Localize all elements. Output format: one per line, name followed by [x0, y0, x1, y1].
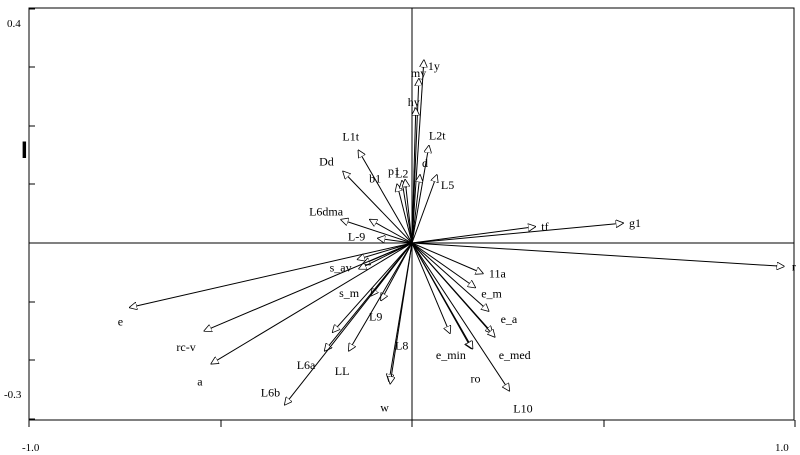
axis-marker: I — [21, 137, 28, 164]
arrow-e_m — [411, 242, 475, 288]
arrow-label: a — [197, 375, 203, 389]
arrow-hy — [411, 108, 416, 244]
arrow-label: L5 — [441, 178, 454, 192]
arrow-label: s_m — [339, 286, 360, 300]
arrow-label: 11a — [489, 267, 507, 281]
arrow-label: w — [380, 401, 389, 415]
arrow-s_m — [359, 242, 413, 269]
x-tick-label-right: 1.0 — [775, 442, 789, 454]
arrow-label: e_a — [501, 312, 518, 326]
arrow-label: L1t — [342, 129, 359, 143]
arrow-e_min — [411, 242, 450, 333]
arrow-label: L9 — [369, 309, 382, 323]
arrow-label: e_m — [481, 287, 502, 301]
arrow-d — [411, 175, 420, 244]
x-tick-label-left: -1.0 — [22, 442, 40, 454]
arrow-L-9 — [378, 238, 413, 244]
arrow-label: L10 — [513, 402, 532, 416]
arrow-label: hy — [408, 95, 420, 109]
arrow-w — [390, 242, 413, 384]
arrow-label: L-9 — [348, 229, 365, 243]
arrow-label: r — [792, 259, 796, 273]
arrow-label: s_av — [330, 260, 352, 274]
arrow-label: tf — [541, 220, 548, 234]
arrow-s_av — [358, 242, 413, 259]
arrow-e_a — [411, 242, 489, 311]
arrow-e_med — [411, 242, 495, 337]
arrow-label: L6b — [261, 386, 280, 400]
arrow-label: rc-v — [176, 340, 195, 354]
arrow-L5 — [411, 175, 437, 244]
arrow-L6dma — [341, 220, 413, 244]
arrow-label: e_med — [499, 348, 531, 362]
arrow-label: d — [422, 156, 428, 170]
y-tick-label-top: 0.4 — [7, 18, 21, 30]
arrow-L6b — [285, 242, 413, 405]
arrow-L10 — [411, 242, 509, 391]
arrow-label: Dd — [319, 155, 334, 169]
arrow-label: my — [411, 66, 426, 80]
arrow-Dd — [343, 172, 413, 244]
arrow-label: e — [118, 315, 123, 329]
arrow-label: LL — [335, 364, 350, 378]
arrow-11a — [411, 242, 483, 274]
arrows — [130, 60, 784, 405]
arrow-label: ro — [471, 372, 481, 386]
arrow-label: L2 — [395, 167, 408, 181]
arrow-label: L6dma — [309, 205, 344, 219]
arrow-b1 — [397, 184, 413, 244]
arrow-label: L8 — [395, 338, 408, 352]
arrow-unlabeled-12 — [370, 220, 413, 244]
arrow-1y — [411, 60, 424, 244]
arrow-label: b1 — [369, 171, 381, 185]
arrow-label: e_min — [436, 348, 466, 362]
arrow-r — [411, 242, 784, 266]
arrow-g1 — [411, 223, 623, 244]
arrow-unlabeled-33 — [333, 242, 413, 332]
arrow-a — [211, 242, 413, 364]
arrow-rc-v — [204, 242, 413, 331]
arrow-label: g1 — [629, 216, 641, 230]
arrow-p1 — [402, 181, 413, 244]
arrow-e — [130, 242, 413, 308]
arrow-LL — [349, 242, 413, 351]
arrow-label: L6a — [297, 358, 316, 372]
y-tick-label-bottom: -0.3 — [4, 389, 22, 401]
arrow-L2t — [411, 146, 429, 244]
ticks — [28, 8, 796, 427]
arrow-label: p1 — [388, 164, 400, 178]
arrow-L2 — [405, 180, 413, 244]
arrow-ro — [411, 242, 473, 349]
arrow-tf — [411, 227, 535, 244]
arrow-L1t — [358, 150, 413, 244]
arrow-label: L2t — [429, 129, 446, 143]
arrow-label: 1y — [428, 59, 440, 73]
